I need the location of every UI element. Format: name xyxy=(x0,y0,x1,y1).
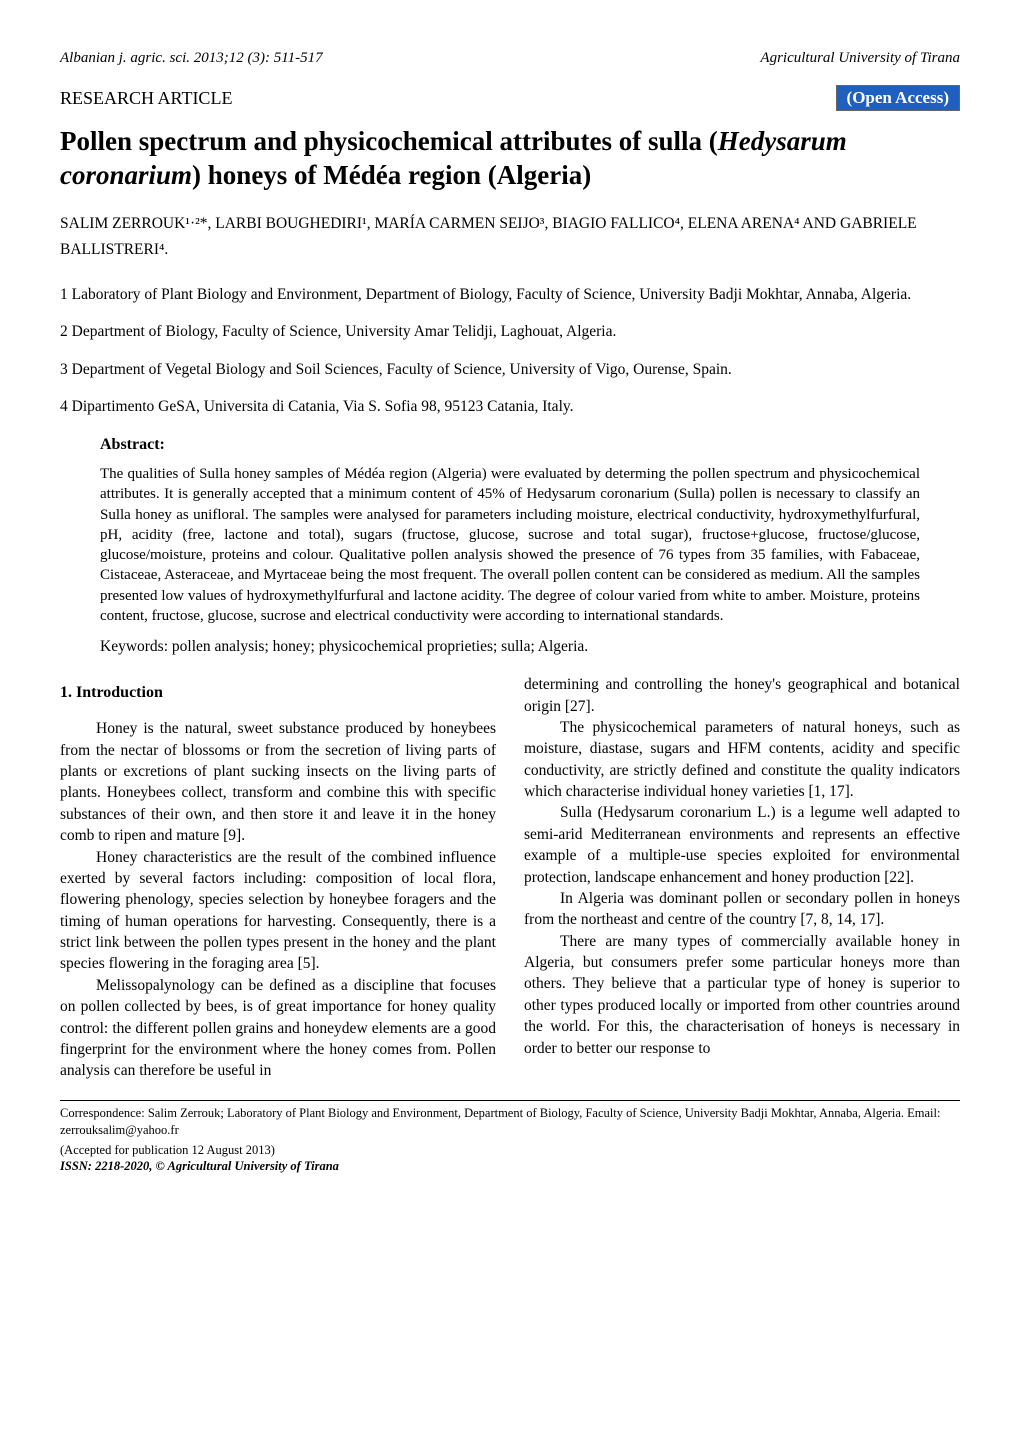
article-title: Pollen spectrum and physicochemical attr… xyxy=(60,125,960,193)
correspondence: Correspondence: Salim Zerrouk; Laborator… xyxy=(60,1105,960,1139)
intro-paragraph: The physicochemical parameters of natura… xyxy=(524,717,960,803)
title-pre: Pollen spectrum and physicochemical attr… xyxy=(60,126,718,156)
accepted-date: (Accepted for publication 12 August 2013… xyxy=(60,1142,960,1159)
intro-columns: 1. Introduction Honey is the natural, sw… xyxy=(60,674,960,1081)
intro-paragraph: Honey characteristics are the result of … xyxy=(60,847,496,975)
affiliation: 4 Dipartimento GeSA, Universita di Catan… xyxy=(60,395,960,418)
intro-paragraph: Honey is the natural, sweet substance pr… xyxy=(60,718,496,846)
intro-right-column: determining and controlling the honey's … xyxy=(524,674,960,1081)
footer-divider xyxy=(60,1100,960,1101)
intro-paragraph: Melissopalynology can be defined as a di… xyxy=(60,975,496,1082)
intro-paragraph: Sulla (Hedysarum coronarium L.) is a leg… xyxy=(524,802,960,888)
article-type: RESEARCH ARTICLE xyxy=(60,88,232,109)
affiliation: 2 Department of Biology, Faculty of Scie… xyxy=(60,320,960,343)
intro-paragraph: determining and controlling the honey's … xyxy=(524,674,960,717)
publisher-name: Agricultural University of Tirana xyxy=(760,50,960,67)
intro-paragraph: There are many types of commercially ava… xyxy=(524,931,960,1059)
issn-line: ISSN: 2218-2020, © Agricultural Universi… xyxy=(60,1159,960,1174)
abstract-body: The qualities of Sulla honey samples of … xyxy=(100,464,920,626)
intro-heading: 1. Introduction xyxy=(60,682,496,704)
keywords: Keywords: pollen analysis; honey; physic… xyxy=(100,638,920,656)
abstract-heading: Abstract: xyxy=(100,436,960,454)
intro-left-column: 1. Introduction Honey is the natural, sw… xyxy=(60,674,496,1081)
affiliations-block: 1 Laboratory of Plant Biology and Enviro… xyxy=(60,283,960,418)
intro-paragraph: In Algeria was dominant pollen or second… xyxy=(524,888,960,931)
open-access-badge: (Open Access) xyxy=(836,85,960,111)
affiliation: 1 Laboratory of Plant Biology and Enviro… xyxy=(60,283,960,306)
affiliation: 3 Department of Vegetal Biology and Soil… xyxy=(60,358,960,381)
title-post: ) honeys of Médéa region (Algeria) xyxy=(192,160,591,190)
authors-list: SALIM ZERROUK¹·²*, LARBI BOUGHEDIRI¹, MA… xyxy=(60,211,960,264)
journal-citation: Albanian j. agric. sci. 2013;12 (3): 511… xyxy=(60,50,323,67)
